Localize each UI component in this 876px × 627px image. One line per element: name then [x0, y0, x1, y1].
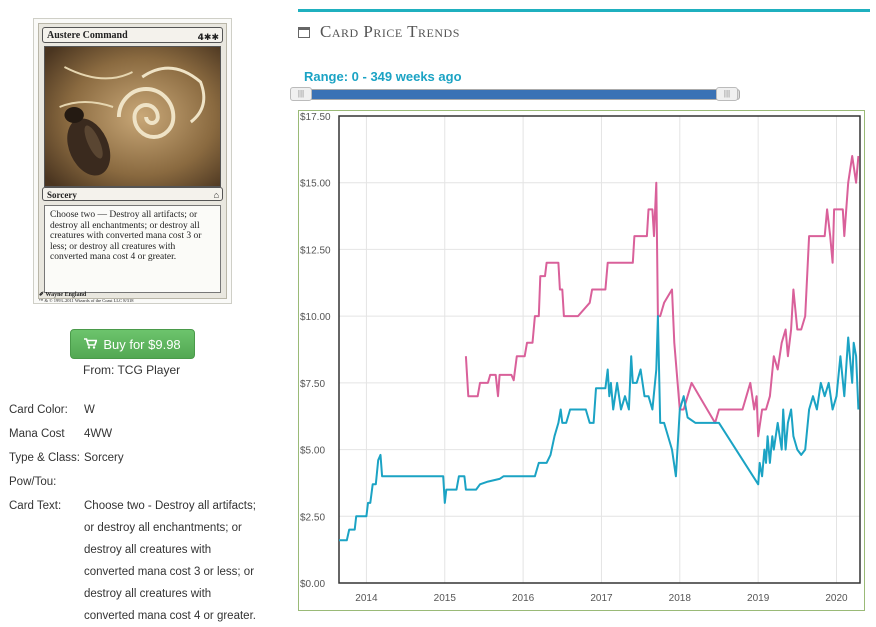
card-image: Austere Command 4✱✱ [33, 18, 232, 304]
card-art [44, 46, 221, 187]
x-tick-label: 2019 [747, 593, 770, 604]
card-artist: ✐ Wayne England [39, 292, 87, 298]
y-tick-label: $15.00 [300, 179, 331, 190]
section-top-rule [298, 9, 870, 12]
series-line-teal [339, 315, 860, 542]
set-symbol-icon: ⌂ [213, 190, 219, 200]
card-type: Sorcery [47, 190, 77, 200]
x-tick-label: 2014 [355, 593, 378, 604]
series-line-pink [464, 155, 860, 438]
calendar-icon [298, 27, 310, 38]
y-tick-label: $17.50 [300, 112, 331, 123]
card-art-illustration [45, 47, 220, 186]
y-tick-label: $12.50 [300, 245, 331, 256]
price-chart: $0.00 $2.50 $5.00 $7.50 $10.00 $12.50 $15.00 $1… [298, 110, 865, 611]
card-copyright: ™ & © 1993–2011 Wizards of the Coast LLC… [39, 298, 134, 303]
property-value: W [84, 404, 95, 416]
plot-area-border [338, 115, 861, 584]
x-tick-label: 2017 [590, 593, 613, 604]
x-tick-label: 2018 [669, 593, 692, 604]
range-slider-end-handle[interactable]: ||| [716, 87, 738, 101]
y-tick-label: $7.50 [300, 379, 325, 390]
y-tick-label: $2.50 [300, 512, 325, 523]
property-value: Sorcery [84, 452, 124, 464]
property-value: 4WW [84, 428, 113, 440]
section-title-text: Card Price Trends [320, 22, 460, 41]
range-slider-start-handle[interactable]: ||| [290, 87, 312, 101]
card-name-bar: Austere Command 4✱✱ [42, 27, 223, 43]
property-label: Pow/Tou: [9, 476, 57, 488]
property-value: Choose two - Destroy all artifacts; or d… [84, 500, 256, 622]
card-frame: Austere Command 4✱✱ [38, 23, 227, 299]
x-tick-label: 2020 [825, 593, 848, 604]
y-tick-label: $0.00 [300, 579, 325, 590]
property-label: Card Color: [9, 404, 68, 416]
card-artist-name: Wayne England [45, 292, 87, 298]
y-tick-label: $10.00 [300, 312, 331, 323]
property-label: Card Text: [9, 500, 62, 512]
card-name: Austere Command [47, 30, 128, 41]
y-tick-label: $5.00 [300, 446, 325, 457]
x-tick-label: 2016 [512, 593, 535, 604]
shopping-cart-icon [84, 330, 98, 360]
card-mana-symbols: 4✱✱ [197, 33, 219, 43]
price-source: From: TCG Player [83, 363, 181, 377]
range-label: Range: 0 - 349 weeks ago [304, 69, 462, 84]
buy-button-label: Buy for $9.98 [103, 337, 181, 352]
property-label: Mana Cost [9, 428, 65, 440]
card-type-bar: Sorcery ⌂ [42, 187, 223, 201]
x-tick-label: 2015 [434, 593, 457, 604]
buy-button[interactable]: Buy for $9.98 [70, 329, 195, 359]
section-title: Card Price Trends [298, 22, 460, 42]
property-label: Type & Class: [9, 452, 80, 464]
range-slider-selection [303, 90, 726, 99]
price-chart-svg: $0.00 $2.50 $5.00 $7.50 $10.00 $12.50 $15.00 $1… [300, 112, 861, 604]
card-rules-text: Choose two — Destroy all artifacts; or d… [44, 205, 221, 293]
